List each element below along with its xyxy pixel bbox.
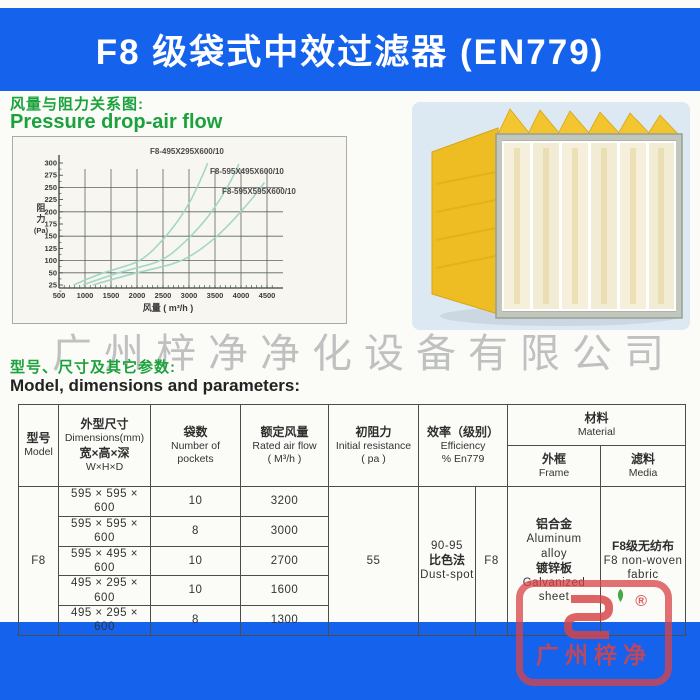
- page-title: F8 级袋式中效过滤器 (EN779): [95, 33, 605, 72]
- svg-text:200: 200: [44, 207, 57, 216]
- pressure-drop-chart: 300 275 250 225 200 175 150 125 100 50 25 500 1000 15…: [12, 136, 347, 324]
- svg-text:4000: 4000: [233, 291, 250, 300]
- svg-text:225: 225: [44, 195, 57, 204]
- cell-pockets: 10: [150, 545, 241, 577]
- svg-text:275: 275: [44, 171, 57, 180]
- table-row: 495 × 295 × 600 8 1300: [19, 605, 686, 636]
- svg-text:2000: 2000: [129, 291, 146, 300]
- col-header-dimensions: 外型尺寸 Dimensions(mm) 宽×高×深 W×H×D: [58, 404, 151, 487]
- svg-text:3500: 3500: [207, 291, 224, 300]
- header-banner: F8 级袋式中效过滤器 (EN779): [0, 8, 700, 91]
- svg-text:(Pa): (Pa): [34, 226, 49, 235]
- cell-flow: 1600: [240, 575, 329, 606]
- cell-flow: 3000: [240, 515, 329, 547]
- svg-text:4500: 4500: [259, 291, 276, 300]
- svg-text:125: 125: [44, 244, 57, 253]
- col-header-material: 材料 Material: [507, 404, 687, 446]
- stamp-logo-icon: [564, 595, 613, 639]
- company-stamp: ® 广州梓净: [516, 580, 672, 686]
- svg-text:F8-595X495X600/10: F8-595X495X600/10: [210, 167, 284, 176]
- svg-text:1000: 1000: [77, 291, 94, 300]
- params-heading-zh: 型号、尺寸及其它参数:: [10, 359, 176, 376]
- cell-efficiency: 90-95 比色法 Dust-spot: [418, 486, 476, 636]
- col-header-airflow: 额定风量 Rated air flow ( M³/h ): [240, 404, 329, 487]
- params-heading-en: Model, dimensions and parameters:: [10, 376, 301, 395]
- svg-text:500: 500: [53, 291, 66, 300]
- svg-text:F8-495X295X600/10: F8-495X295X600/10: [150, 147, 224, 156]
- product-photo-bag-filter-icon: [412, 102, 690, 330]
- flow-heading-zh: 风量与阻力关系图:: [10, 96, 144, 113]
- cell-dims: 595 × 495 × 600: [58, 545, 151, 577]
- col-header-frame: 外框 Frame: [507, 445, 602, 487]
- svg-text:力: 力: [36, 213, 45, 224]
- svg-text:F8-595X595X600/10: F8-595X595X600/10: [222, 187, 296, 196]
- svg-text:25: 25: [49, 281, 57, 290]
- stamp-leaf-icon: [617, 589, 624, 602]
- svg-text:2500: 2500: [155, 291, 172, 300]
- stamp-text: 广州梓净: [536, 642, 652, 668]
- svg-text:250: 250: [44, 183, 57, 192]
- stamp-logo-row: ®: [523, 587, 665, 639]
- cell-resistance: 55: [328, 486, 419, 636]
- col-header-efficiency: 效率（级别） Efficiency % En779: [417, 404, 509, 487]
- cell-dims: 495 × 295 × 600: [58, 605, 151, 636]
- svg-text:50: 50: [49, 268, 57, 277]
- table-row: F8 595 × 595 × 600 10 3200 55 90-95 比色法 …: [18, 486, 687, 636]
- svg-text:阻: 阻: [36, 203, 45, 213]
- svg-text:175: 175: [44, 220, 57, 229]
- cell-dims: 595 × 595 × 600: [58, 515, 151, 547]
- cell-pockets: 10: [150, 486, 241, 517]
- col-header-media: 滤料 Media: [600, 445, 687, 487]
- col-header-model: 型号 Model: [18, 404, 59, 487]
- svg-text:150: 150: [44, 232, 57, 241]
- cell-dims: 595 × 595 × 600: [58, 486, 151, 517]
- cell-model: F8: [18, 486, 59, 636]
- cell-flow: 3200: [240, 486, 329, 517]
- svg-text:3000: 3000: [181, 291, 198, 300]
- cell-dims: 495 × 295 × 600: [58, 575, 151, 606]
- flow-heading-en: Pressure drop-air flow: [10, 111, 223, 133]
- col-header-resistance: 初阻力 Initial resistance ( pa ): [328, 404, 419, 487]
- svg-text:300: 300: [44, 159, 57, 168]
- cell-flow: 1300: [240, 605, 329, 636]
- spec-table: 型号 Model 外型尺寸 Dimensions(mm) 宽×高×深 W×H×D…: [18, 404, 687, 636]
- table-row: 495 × 295 × 600 10 1600: [19, 575, 686, 606]
- cell-flow: 2700: [240, 545, 329, 577]
- table-row: 595 × 595 × 600 8 3000: [19, 515, 686, 547]
- svg-text:1500: 1500: [103, 291, 120, 300]
- cell-pockets: 10: [150, 575, 241, 606]
- svg-text:风量 ( m³/h ): 风量 ( m³/h ): [143, 302, 194, 313]
- cell-grade: F8: [474, 486, 509, 636]
- col-header-pockets: 袋数 Number of pockets: [150, 404, 241, 487]
- stamp-registered-mark: ®: [635, 593, 647, 610]
- cell-pockets: 8: [150, 515, 241, 547]
- table-row: 595 × 495 × 600 10 2700: [19, 545, 686, 577]
- svg-text:100: 100: [44, 256, 57, 265]
- cell-pockets: 8: [150, 605, 241, 636]
